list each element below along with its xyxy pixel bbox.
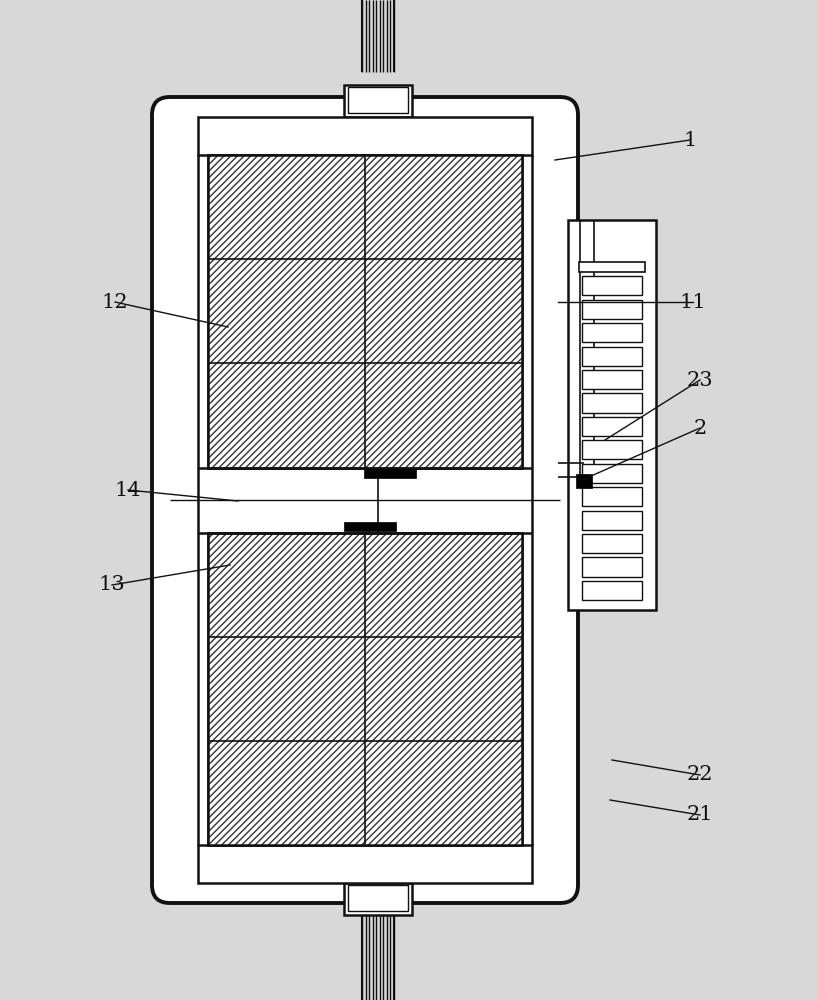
- Bar: [348, 87, 408, 113]
- Bar: [364, 468, 416, 478]
- Bar: [582, 581, 642, 600]
- Bar: [582, 323, 642, 342]
- Bar: [582, 464, 642, 483]
- Bar: [344, 85, 412, 117]
- Bar: [582, 511, 642, 530]
- Bar: [568, 220, 656, 610]
- Bar: [582, 347, 642, 366]
- Bar: [208, 532, 522, 845]
- Bar: [582, 487, 642, 506]
- Bar: [582, 370, 642, 389]
- Bar: [582, 534, 642, 553]
- Text: 13: 13: [99, 576, 125, 594]
- Bar: [582, 393, 642, 413]
- Text: 12: 12: [101, 292, 128, 312]
- Bar: [344, 883, 412, 915]
- Bar: [208, 155, 522, 468]
- Bar: [208, 155, 522, 468]
- Bar: [348, 885, 408, 911]
- Bar: [582, 417, 642, 436]
- FancyBboxPatch shape: [152, 97, 578, 903]
- Text: 22: 22: [687, 766, 713, 784]
- Bar: [582, 440, 642, 459]
- Text: 21: 21: [686, 806, 713, 824]
- Text: 23: 23: [686, 370, 713, 389]
- Bar: [582, 300, 642, 319]
- Text: 11: 11: [680, 292, 707, 312]
- Bar: [582, 276, 642, 295]
- Bar: [208, 155, 522, 468]
- Bar: [208, 532, 522, 845]
- Bar: [198, 117, 532, 155]
- Bar: [208, 532, 522, 845]
- Bar: [198, 845, 532, 883]
- Bar: [579, 262, 645, 272]
- Bar: [576, 474, 592, 488]
- Bar: [582, 557, 642, 577]
- Text: 2: 2: [694, 418, 707, 438]
- Text: 14: 14: [115, 481, 142, 499]
- Bar: [344, 522, 396, 530]
- Text: 1: 1: [683, 130, 697, 149]
